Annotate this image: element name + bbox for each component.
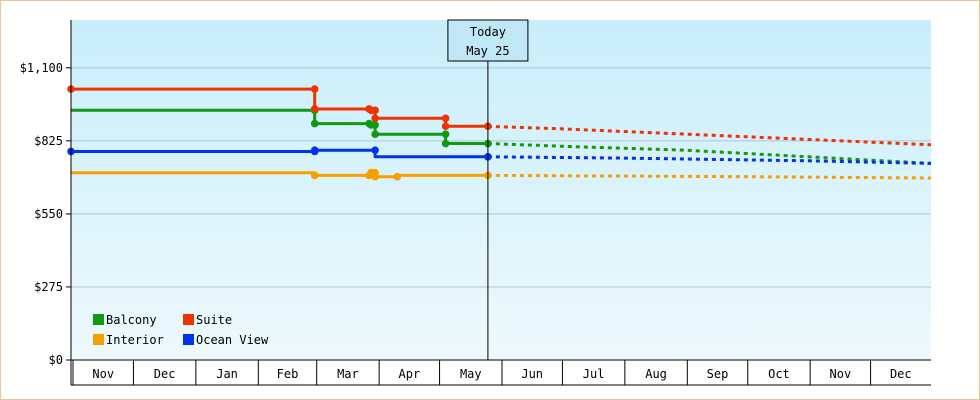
data-point (393, 172, 402, 181)
series-layer (67, 85, 932, 181)
y-grid (71, 67, 931, 288)
legend-swatch (183, 314, 194, 325)
legend-item: Suite (183, 313, 232, 327)
data-point (310, 85, 319, 93)
data-point (371, 146, 379, 154)
legend-swatch (93, 314, 104, 325)
x-tick-label: Dec (154, 367, 176, 381)
legend-label: Suite (196, 313, 232, 327)
data-point (371, 114, 379, 123)
forecast-line (487, 173, 932, 180)
axes: $0 $275 $550 $825 $1,100 Nov Dec Jan Feb Mar Apr Ma… (20, 20, 931, 386)
series-interior (71, 168, 932, 181)
x-tick-label: May (460, 367, 482, 381)
legend-item: Ocean View (183, 333, 269, 347)
data-point (371, 106, 379, 115)
x-tick-label: Oct (768, 367, 790, 381)
data-point (310, 105, 319, 113)
y-tick-label: $1,100 (20, 61, 63, 75)
data-point (371, 172, 379, 181)
x-tick-label: Apr (399, 367, 421, 381)
data-point (441, 122, 450, 131)
x-tick-label: Nov (830, 367, 852, 381)
legend-label: Ocean View (196, 333, 269, 347)
data-point (441, 114, 450, 123)
legend-swatch (183, 334, 194, 345)
data-point (310, 171, 319, 180)
legend-swatch (93, 334, 104, 345)
data-point (371, 130, 379, 139)
y-tick-label: $825 (34, 134, 63, 148)
data-point (441, 139, 450, 148)
y-tick-label: $0 (49, 353, 63, 367)
x-tick-label: Jun (521, 367, 543, 381)
legend: Balcony Suite Interior Ocean View (93, 313, 269, 347)
plot-area (71, 20, 931, 360)
x-tick-label: Dec (890, 367, 912, 381)
x-tick-label: Aug (645, 367, 667, 381)
x-tick-label: Sep (707, 367, 729, 381)
legend-label: Balcony (106, 313, 157, 327)
data-point (371, 121, 379, 129)
forecast-line (487, 124, 932, 147)
x-tick-label: Nov (92, 367, 114, 381)
data-point (310, 146, 319, 154)
x-tick-label: Feb (277, 367, 299, 381)
data-point (310, 119, 319, 128)
y-tick-label: $550 (34, 207, 63, 221)
today-label-box (447, 19, 529, 62)
today-marker: Today May 25 (447, 19, 529, 360)
y-tick-label: $275 (34, 280, 63, 294)
data-point (441, 130, 450, 139)
forecast-line (487, 142, 932, 165)
legend-label: Interior (106, 333, 164, 347)
x-tick-label: Jul (583, 367, 605, 381)
legend-item: Interior (93, 333, 164, 347)
today-label: Today (470, 25, 506, 39)
series-line (71, 148, 488, 159)
series-suite (67, 85, 932, 147)
x-tick-label: Jan (216, 367, 238, 381)
today-date: May 25 (466, 44, 509, 58)
legend-item: Balcony (93, 313, 157, 327)
x-tick-label: Mar (337, 367, 359, 381)
